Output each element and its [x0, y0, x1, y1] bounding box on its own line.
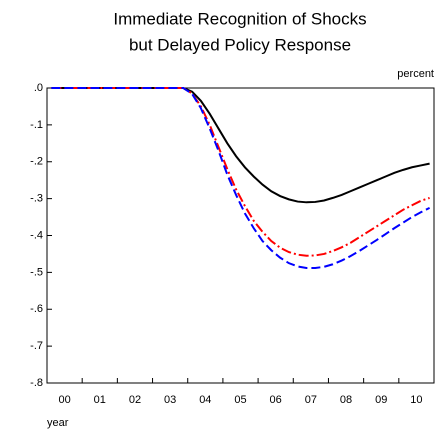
y-tick-label: -.3 [30, 193, 43, 205]
x-tick-label: 08 [340, 394, 352, 406]
y-tick-label: -.6 [30, 303, 43, 315]
data-line [51, 87, 431, 269]
y-tick-label: -.1 [30, 119, 43, 131]
x-axis-label: year [47, 417, 69, 429]
plot-frame [46, 87, 435, 384]
y-tick-label: .0 [34, 82, 43, 94]
chart-title: Immediate Recognition of Shocks [113, 9, 366, 28]
x-tick-label: 09 [375, 394, 387, 406]
x-tick-label: 02 [129, 394, 141, 406]
chart-title: but Delayed Policy Response [129, 35, 351, 54]
x-tick-label: 00 [58, 394, 70, 406]
x-tick-label: 07 [305, 394, 317, 406]
y-tick-label: -.2 [30, 156, 43, 168]
x-tick-label: 10 [410, 394, 422, 406]
y-tick-label: -.5 [30, 266, 43, 278]
x-tick-label: 04 [199, 394, 211, 406]
x-tick-label: 01 [94, 394, 106, 406]
y-tick-label: -.7 [30, 340, 43, 352]
y-tick-label: -.4 [30, 229, 43, 241]
x-tick-label: 05 [234, 394, 246, 406]
y-tick-label: -.8 [30, 377, 43, 389]
data-line [51, 87, 430, 204]
x-tick-label: 06 [270, 394, 282, 406]
x-tick-label: 03 [164, 394, 176, 406]
unit-label: percent [397, 68, 434, 80]
data-line [51, 87, 430, 257]
